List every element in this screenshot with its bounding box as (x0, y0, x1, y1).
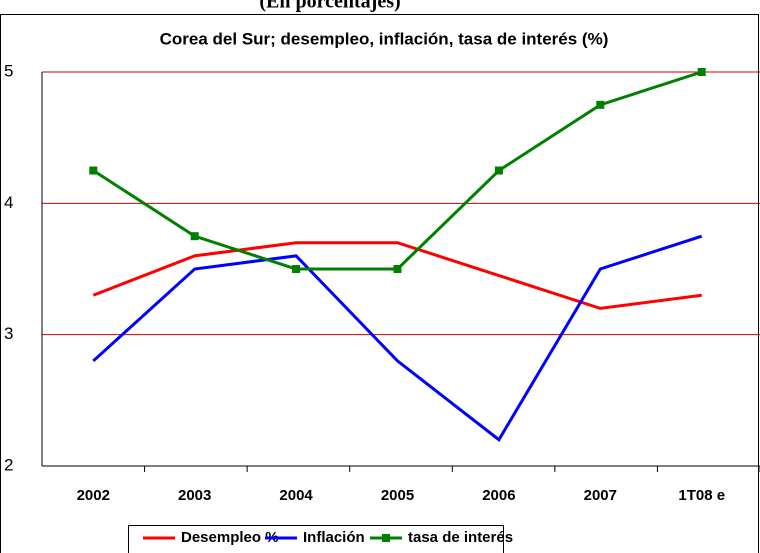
legend-label: tasa de interés (408, 529, 513, 546)
legend-box (128, 525, 504, 553)
x-tick-label: 2002 (77, 487, 110, 504)
marker (494, 166, 503, 175)
series-line (92, 241, 702, 310)
legend-label: Desempleo % (181, 529, 279, 546)
x-tick-label: 1T08 e (678, 487, 725, 504)
marker (89, 166, 98, 175)
x-tick-label: 2005 (381, 487, 414, 504)
y-tick-label: 2 (4, 455, 13, 474)
x-tick-label: 2004 (279, 487, 313, 504)
x-tick-label: 2003 (178, 487, 211, 504)
marker (393, 265, 402, 273)
y-tick-label: 3 (4, 324, 13, 343)
x-tick-label: 2006 (482, 487, 515, 504)
legend-marker (382, 534, 390, 542)
chart-subtitle: (En porcentajes) (259, 0, 400, 13)
legend: Desempleo % Inflación tasa de interés (128, 525, 513, 553)
marker (190, 232, 199, 241)
x-tick-label: 2007 (584, 487, 617, 504)
series-line (92, 234, 703, 442)
marker (292, 265, 301, 273)
chart-title: Corea del Sur; desempleo, inflación, tas… (160, 29, 609, 48)
y-tick-label: 4 (4, 193, 13, 212)
y-tick-label: 5 (4, 61, 13, 80)
marker (596, 100, 605, 109)
chart-frame (0, 14, 759, 553)
legend-label: Inflación (303, 529, 365, 546)
marker (697, 68, 706, 76)
